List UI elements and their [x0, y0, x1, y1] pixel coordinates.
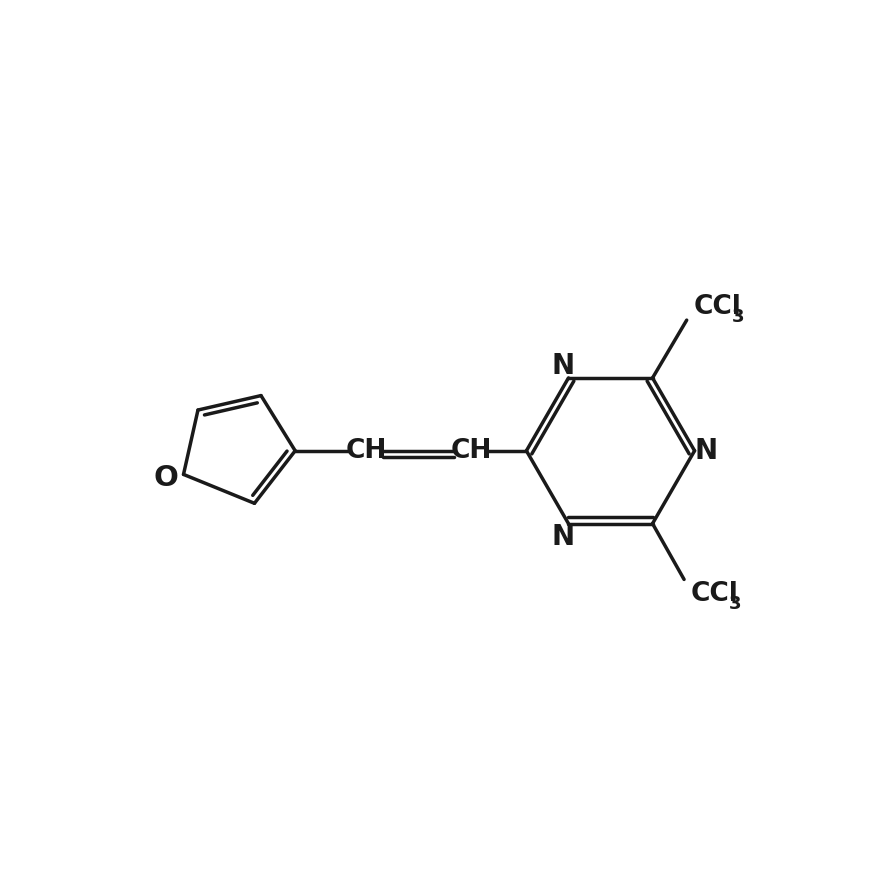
- Text: CH: CH: [345, 438, 387, 464]
- Text: CCl: CCl: [691, 581, 739, 607]
- Text: N: N: [552, 352, 575, 380]
- Text: CH: CH: [450, 438, 492, 464]
- Text: CCl: CCl: [693, 294, 741, 320]
- Text: N: N: [552, 522, 575, 551]
- Text: O: O: [154, 464, 179, 491]
- Text: N: N: [695, 437, 718, 465]
- Text: 3: 3: [729, 595, 741, 612]
- Text: 3: 3: [732, 308, 744, 326]
